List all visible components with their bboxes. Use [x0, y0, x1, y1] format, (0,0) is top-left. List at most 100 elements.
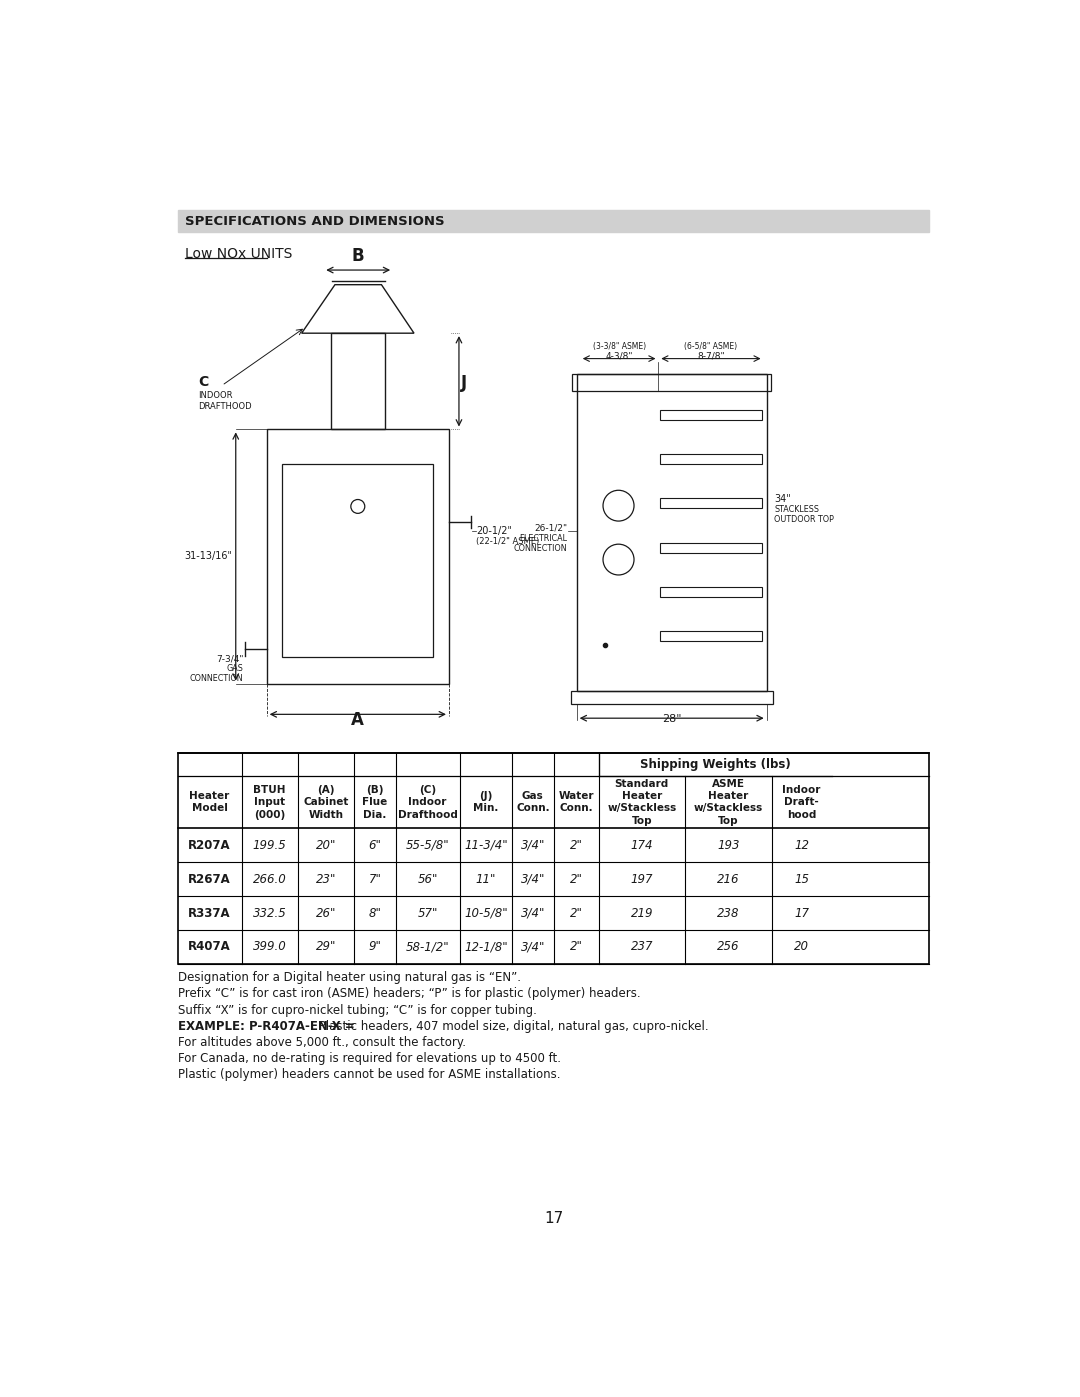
Text: 11": 11": [475, 873, 496, 886]
Text: 332.5: 332.5: [253, 907, 286, 919]
Text: 2": 2": [569, 940, 582, 953]
Text: 2": 2": [569, 873, 582, 886]
Text: (B)
Flue
Dia.: (B) Flue Dia.: [362, 785, 388, 820]
Text: 17: 17: [794, 907, 809, 919]
Text: 31-13/16": 31-13/16": [185, 552, 232, 562]
Bar: [660, 630, 762, 641]
Text: EXAMPLE: P-R407A-EN-X =: EXAMPLE: P-R407A-EN-X =: [177, 1020, 354, 1032]
Text: 7": 7": [368, 873, 381, 886]
Text: 20-1/2": 20-1/2": [476, 527, 512, 536]
Text: SPECIFICATIONS AND DIMENSIONS: SPECIFICATIONS AND DIMENSIONS: [186, 215, 445, 228]
Text: 237: 237: [631, 940, 653, 953]
Text: Low NOx UNITS: Low NOx UNITS: [186, 247, 293, 261]
Text: 7-3/4": 7-3/4": [216, 654, 243, 664]
Text: 17: 17: [544, 1211, 563, 1227]
Text: Plastic headers, 407 model size, digital, natural gas, cupro-nickel.: Plastic headers, 407 model size, digital…: [314, 1020, 708, 1032]
Text: 12: 12: [794, 838, 809, 852]
Bar: [267, 429, 449, 683]
Text: 256: 256: [717, 940, 740, 953]
Text: INDOOR: INDOOR: [199, 391, 233, 400]
Text: Standard
Heater
w/Stackless
Top: Standard Heater w/Stackless Top: [607, 778, 676, 826]
Text: Indoor
Draft-
hood: Indoor Draft- hood: [782, 785, 821, 820]
Text: 58-1/2": 58-1/2": [406, 940, 449, 953]
Bar: [577, 374, 767, 692]
Text: BTUH
Input
(000): BTUH Input (000): [254, 785, 286, 820]
Text: Shipping Weights (lbs): Shipping Weights (lbs): [639, 759, 791, 771]
Text: 3/4": 3/4": [521, 838, 545, 852]
Bar: [660, 499, 762, 509]
Text: 219: 219: [631, 907, 653, 919]
Text: CONNECTION: CONNECTION: [190, 673, 243, 683]
Bar: [660, 454, 762, 464]
Text: 57": 57": [417, 907, 437, 919]
Text: Designation for a Digital heater using natural gas is “EN”.: Designation for a Digital heater using n…: [177, 971, 521, 983]
Text: R207A: R207A: [188, 838, 231, 852]
Text: Prefix “C” is for cast iron (ASME) headers; “P” is for plastic (polymer) headers: Prefix “C” is for cast iron (ASME) heade…: [177, 988, 640, 1000]
Text: 23": 23": [316, 873, 336, 886]
Text: (A)
Cabinet
Width: (A) Cabinet Width: [303, 785, 349, 820]
Text: 4-3/8": 4-3/8": [606, 351, 633, 360]
Text: 2": 2": [569, 907, 582, 919]
Text: 3/4": 3/4": [521, 907, 545, 919]
Bar: [282, 464, 433, 657]
Text: 216: 216: [717, 873, 740, 886]
Text: DRAFTHOOD: DRAFTHOOD: [199, 402, 252, 411]
Text: 15: 15: [794, 873, 809, 886]
Text: 3/4": 3/4": [521, 940, 545, 953]
Text: 34": 34": [774, 493, 792, 504]
Text: 26": 26": [316, 907, 336, 919]
Text: 197: 197: [631, 873, 653, 886]
Bar: [570, 692, 773, 704]
Text: 238: 238: [717, 907, 740, 919]
Text: ELECTRICAL: ELECTRICAL: [519, 534, 567, 542]
Text: R337A: R337A: [188, 907, 231, 919]
Text: 55-5/8": 55-5/8": [406, 838, 449, 852]
Text: R407A: R407A: [188, 940, 231, 953]
Text: 8-7/8": 8-7/8": [698, 351, 725, 360]
Text: 8": 8": [368, 907, 381, 919]
Text: B: B: [352, 247, 365, 265]
Bar: [177, 210, 930, 232]
Bar: [660, 411, 762, 420]
Text: 193: 193: [717, 838, 740, 852]
Bar: [572, 374, 771, 391]
Text: R267A: R267A: [188, 873, 231, 886]
Text: ASME
Heater
w/Stackless
Top: ASME Heater w/Stackless Top: [693, 778, 762, 826]
Text: For altitudes above 5,000 ft., consult the factory.: For altitudes above 5,000 ft., consult t…: [177, 1035, 465, 1049]
Text: 174: 174: [631, 838, 653, 852]
Text: CONNECTION: CONNECTION: [514, 543, 567, 553]
Text: 199.5: 199.5: [253, 838, 286, 852]
Text: 12-1/8": 12-1/8": [464, 940, 508, 953]
Text: Plastic (polymer) headers cannot be used for ASME installations.: Plastic (polymer) headers cannot be used…: [177, 1069, 561, 1081]
Text: (22-1/2" ASME): (22-1/2" ASME): [476, 538, 539, 546]
Text: 56": 56": [417, 873, 437, 886]
Bar: [660, 542, 762, 553]
Text: GAS: GAS: [227, 665, 243, 673]
Text: Water
Conn.: Water Conn.: [558, 791, 594, 813]
Text: (C)
Indoor
Drafthood: (C) Indoor Drafthood: [397, 785, 458, 820]
Text: 266.0: 266.0: [253, 873, 286, 886]
Text: 2": 2": [569, 838, 582, 852]
Text: 10-5/8": 10-5/8": [464, 907, 508, 919]
Text: (6-5/8" ASME): (6-5/8" ASME): [685, 342, 738, 351]
Text: OUTDOOR TOP: OUTDOOR TOP: [774, 515, 834, 524]
Text: 26-1/2": 26-1/2": [535, 524, 567, 532]
Text: 6": 6": [368, 838, 381, 852]
Text: Heater
Model: Heater Model: [189, 791, 230, 813]
Text: Gas
Conn.: Gas Conn.: [516, 791, 550, 813]
Bar: [332, 334, 384, 429]
Text: 11-3/4": 11-3/4": [464, 838, 508, 852]
Text: J: J: [461, 374, 468, 393]
Text: A: A: [351, 711, 364, 729]
Text: 3/4": 3/4": [521, 873, 545, 886]
Text: STACKLESS: STACKLESS: [774, 506, 820, 514]
Text: C: C: [199, 374, 208, 388]
Bar: [660, 587, 762, 597]
Text: 399.0: 399.0: [253, 940, 286, 953]
Text: 20": 20": [316, 838, 336, 852]
Text: 28": 28": [662, 714, 681, 724]
Bar: [177, 753, 930, 964]
Text: 29": 29": [316, 940, 336, 953]
Text: For Canada, no de-rating is required for elevations up to 4500 ft.: For Canada, no de-rating is required for…: [177, 1052, 561, 1065]
Text: Suffix “X” is for cupro-nickel tubing; “C” is for copper tubing.: Suffix “X” is for cupro-nickel tubing; “…: [177, 1003, 537, 1017]
